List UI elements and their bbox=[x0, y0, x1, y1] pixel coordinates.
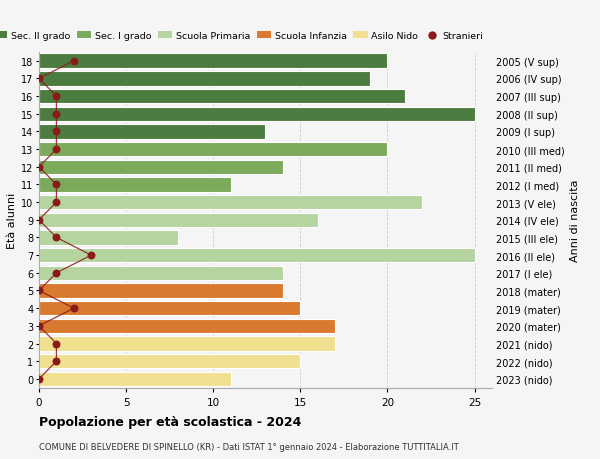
Point bbox=[34, 323, 44, 330]
Point bbox=[52, 93, 61, 101]
Point bbox=[34, 76, 44, 83]
Point bbox=[69, 305, 79, 312]
Point bbox=[52, 358, 61, 365]
Point bbox=[52, 340, 61, 347]
Point bbox=[52, 269, 61, 277]
Bar bbox=[39, 248, 475, 263]
Bar bbox=[39, 160, 283, 174]
Bar bbox=[39, 213, 318, 228]
Point bbox=[34, 164, 44, 171]
Bar bbox=[39, 354, 301, 369]
Bar bbox=[39, 266, 283, 280]
Bar bbox=[39, 319, 335, 333]
Bar bbox=[39, 90, 405, 104]
Text: COMUNE DI BELVEDERE DI SPINELLO (KR) - Dati ISTAT 1° gennaio 2024 - Elaborazione: COMUNE DI BELVEDERE DI SPINELLO (KR) - D… bbox=[39, 442, 459, 451]
Legend: Sec. II grado, Sec. I grado, Scuola Primaria, Scuola Infanzia, Asilo Nido, Stran: Sec. II grado, Sec. I grado, Scuola Prim… bbox=[0, 28, 487, 45]
Y-axis label: Anni di nascita: Anni di nascita bbox=[571, 179, 580, 262]
Bar bbox=[39, 178, 230, 192]
Bar bbox=[39, 372, 230, 386]
Bar bbox=[39, 196, 422, 210]
Point bbox=[52, 111, 61, 118]
Point bbox=[34, 287, 44, 295]
Bar bbox=[39, 54, 388, 69]
Bar bbox=[39, 231, 178, 245]
Y-axis label: Età alunni: Età alunni bbox=[7, 192, 17, 248]
Bar bbox=[39, 301, 301, 316]
Bar bbox=[39, 336, 335, 351]
Point bbox=[34, 375, 44, 383]
Point bbox=[52, 234, 61, 241]
Point bbox=[69, 58, 79, 65]
Point bbox=[52, 199, 61, 207]
Bar bbox=[39, 125, 265, 140]
Point bbox=[52, 181, 61, 189]
Point bbox=[34, 217, 44, 224]
Point bbox=[86, 252, 96, 259]
Bar bbox=[39, 284, 283, 298]
Bar bbox=[39, 143, 388, 157]
Point bbox=[52, 146, 61, 153]
Bar bbox=[39, 107, 475, 122]
Text: Popolazione per età scolastica - 2024: Popolazione per età scolastica - 2024 bbox=[39, 415, 301, 428]
Bar bbox=[39, 72, 370, 86]
Point bbox=[52, 129, 61, 136]
